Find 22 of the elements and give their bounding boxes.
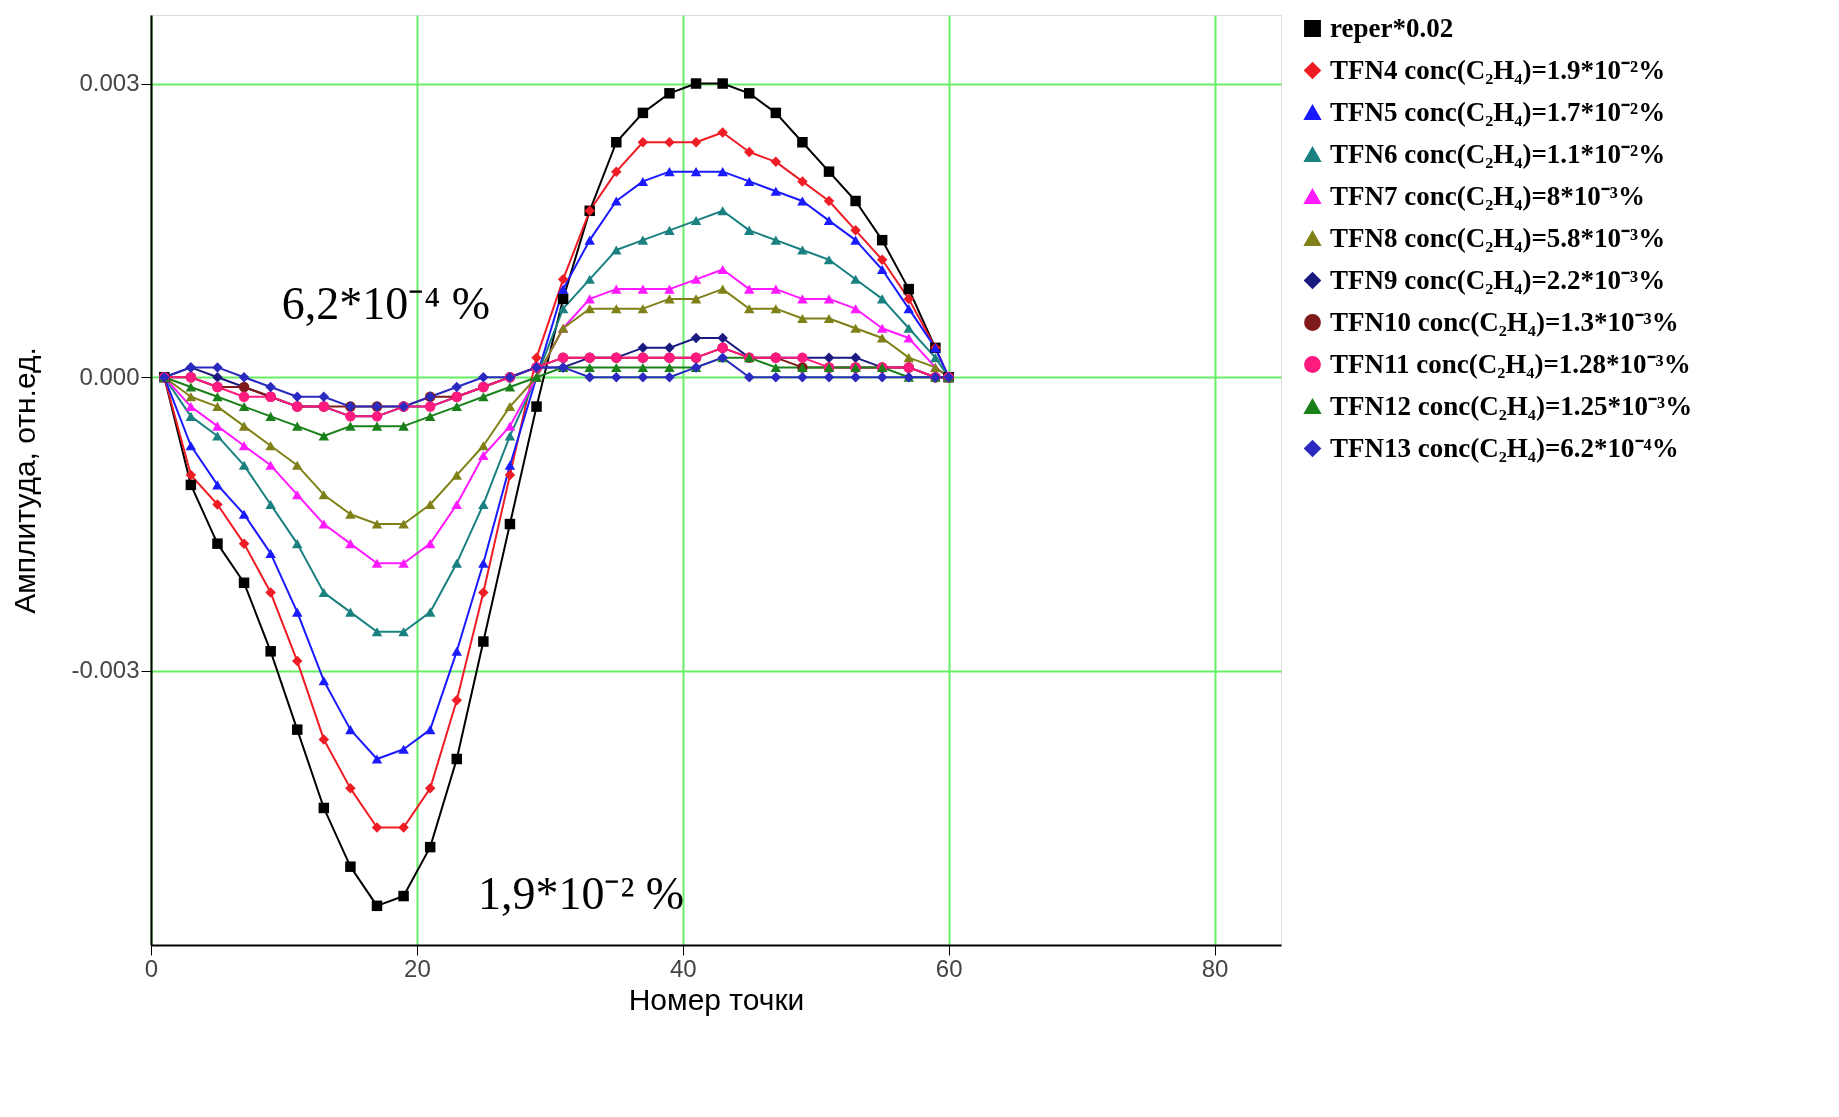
- legend-label: TFN11 conc(C₂H₄)=1.28*10⁻³%: [1330, 348, 1691, 379]
- legend-label: TFN7 conc(C₂H₄)=8*10⁻³%: [1330, 180, 1645, 211]
- legend-label: reper*0.02: [1330, 12, 1454, 43]
- y-tick-label: -0.003: [71, 656, 140, 684]
- legend-label: TFN6 conc(C₂H₄)=1.1*10⁻²%: [1330, 138, 1666, 169]
- x-tick-label: 20: [404, 954, 431, 982]
- x-tick-label: 40: [669, 954, 697, 982]
- x-axis-title: Номер точки: [628, 982, 805, 1016]
- y-axis-title: Амплитуда, отн.ед.: [8, 347, 42, 614]
- annotation: 1,9*10⁻² %: [477, 868, 685, 919]
- legend-label: TFN8 conc(C₂H₄)=5.8*10⁻³%: [1330, 222, 1666, 253]
- x-tick-label: 80: [1201, 954, 1229, 982]
- x-tick-label: 0: [144, 954, 159, 982]
- legend-label: TFN13 conc(C₂H₄)=6.2*10⁻⁴%: [1330, 432, 1679, 463]
- x-tick-label: 60: [935, 954, 963, 982]
- y-tick-label: 0.000: [79, 362, 140, 390]
- legend-label: TFN12 conc(C₂H₄)=1.25*10⁻³%: [1330, 390, 1693, 421]
- y-tick-label: 0.003: [79, 69, 140, 97]
- legend-label: TFN9 conc(C₂H₄)=2.2*10⁻³%: [1330, 264, 1666, 295]
- legend-label: TFN4 conc(C₂H₄)=1.9*10⁻²%: [1330, 54, 1666, 85]
- legend-label: TFN5 conc(C₂H₄)=1.7*10⁻²%: [1330, 96, 1666, 127]
- legend-label: TFN10 conc(C₂H₄)=1.3*10⁻³%: [1330, 306, 1679, 337]
